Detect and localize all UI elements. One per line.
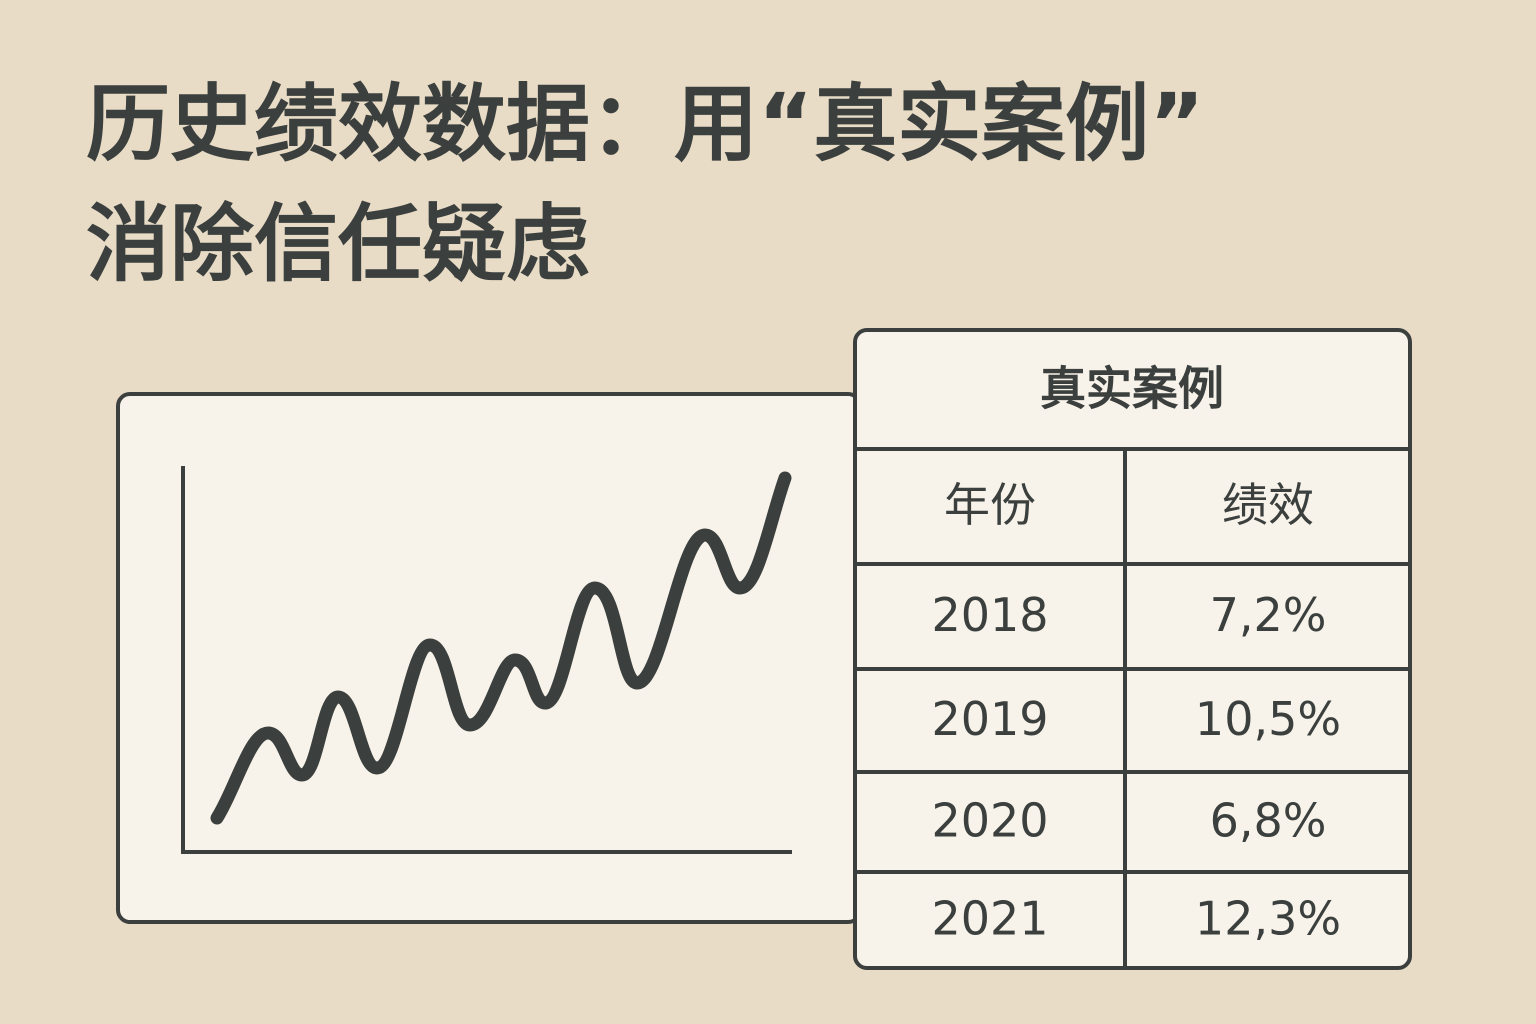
chart-panel [116,392,862,924]
table-cell: 7,2% [1210,588,1327,642]
table-cell: 2019 [931,692,1048,746]
header-cell: 绩效 [1222,478,1314,532]
table-cell: 12,3% [1195,892,1341,946]
axes [181,466,792,854]
table-frame [853,328,1412,970]
table-cell: 6,8% [1210,794,1327,848]
title-line: 消除信任疑虑 [86,195,590,293]
trend-line [210,471,792,825]
table: 真实案例 年份 绩效 2018 7,2% 2019 10,5% 2020 6,8% 2021 12… [853,328,1412,970]
title-line: 历史绩效数据：用“真实案例” [86,75,1204,173]
table-cell: 2018 [931,588,1048,642]
chart-illustration [116,392,862,924]
table-cell: 2020 [931,794,1048,848]
table-cell: 10,5% [1195,692,1341,746]
header-cell: 年份 [944,478,1036,532]
table-title: 真实案例 [1040,362,1224,416]
table-cell: 2021 [931,892,1048,946]
